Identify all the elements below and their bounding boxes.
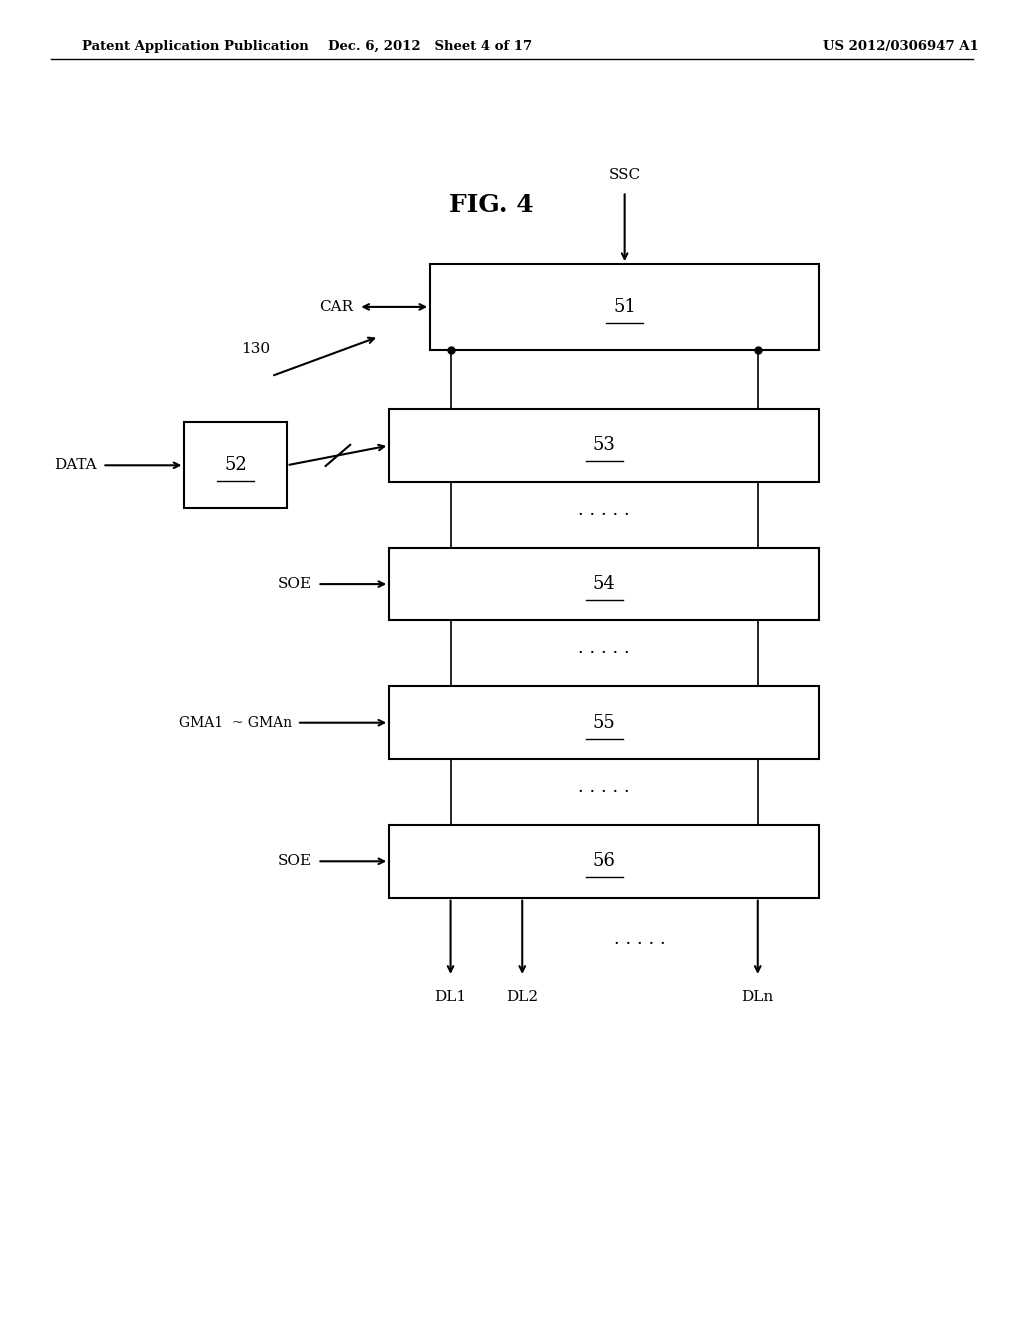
Text: 54: 54 — [593, 576, 615, 593]
Text: SOE: SOE — [279, 854, 312, 869]
Text: GMA1  ~ GMAn: GMA1 ~ GMAn — [179, 715, 292, 730]
Text: DLn: DLn — [741, 990, 774, 1005]
Text: · · · · ·: · · · · · — [579, 644, 630, 663]
Bar — [389, 548, 819, 620]
Text: DATA: DATA — [54, 458, 97, 473]
Text: · · · · ·: · · · · · — [579, 783, 630, 801]
Text: Dec. 6, 2012   Sheet 4 of 17: Dec. 6, 2012 Sheet 4 of 17 — [328, 40, 532, 53]
Text: 51: 51 — [613, 298, 636, 315]
Bar — [430, 264, 819, 350]
Text: SOE: SOE — [279, 577, 312, 591]
Text: 55: 55 — [593, 714, 615, 731]
Text: 56: 56 — [593, 853, 615, 870]
Bar — [184, 422, 287, 508]
Text: FIG. 4: FIG. 4 — [450, 193, 534, 216]
Text: 52: 52 — [224, 457, 247, 474]
Bar — [389, 409, 819, 482]
Text: Patent Application Publication: Patent Application Publication — [82, 40, 308, 53]
Text: CAR: CAR — [319, 300, 353, 314]
Text: · · · · ·: · · · · · — [614, 935, 666, 953]
Text: SSC: SSC — [608, 168, 641, 182]
Text: DL2: DL2 — [506, 990, 539, 1005]
Text: DL1: DL1 — [434, 990, 467, 1005]
Text: · · · · ·: · · · · · — [579, 506, 630, 524]
Bar — [389, 825, 819, 898]
Bar — [389, 686, 819, 759]
Text: US 2012/0306947 A1: US 2012/0306947 A1 — [823, 40, 979, 53]
Text: 130: 130 — [241, 342, 269, 356]
Text: 53: 53 — [593, 437, 615, 454]
